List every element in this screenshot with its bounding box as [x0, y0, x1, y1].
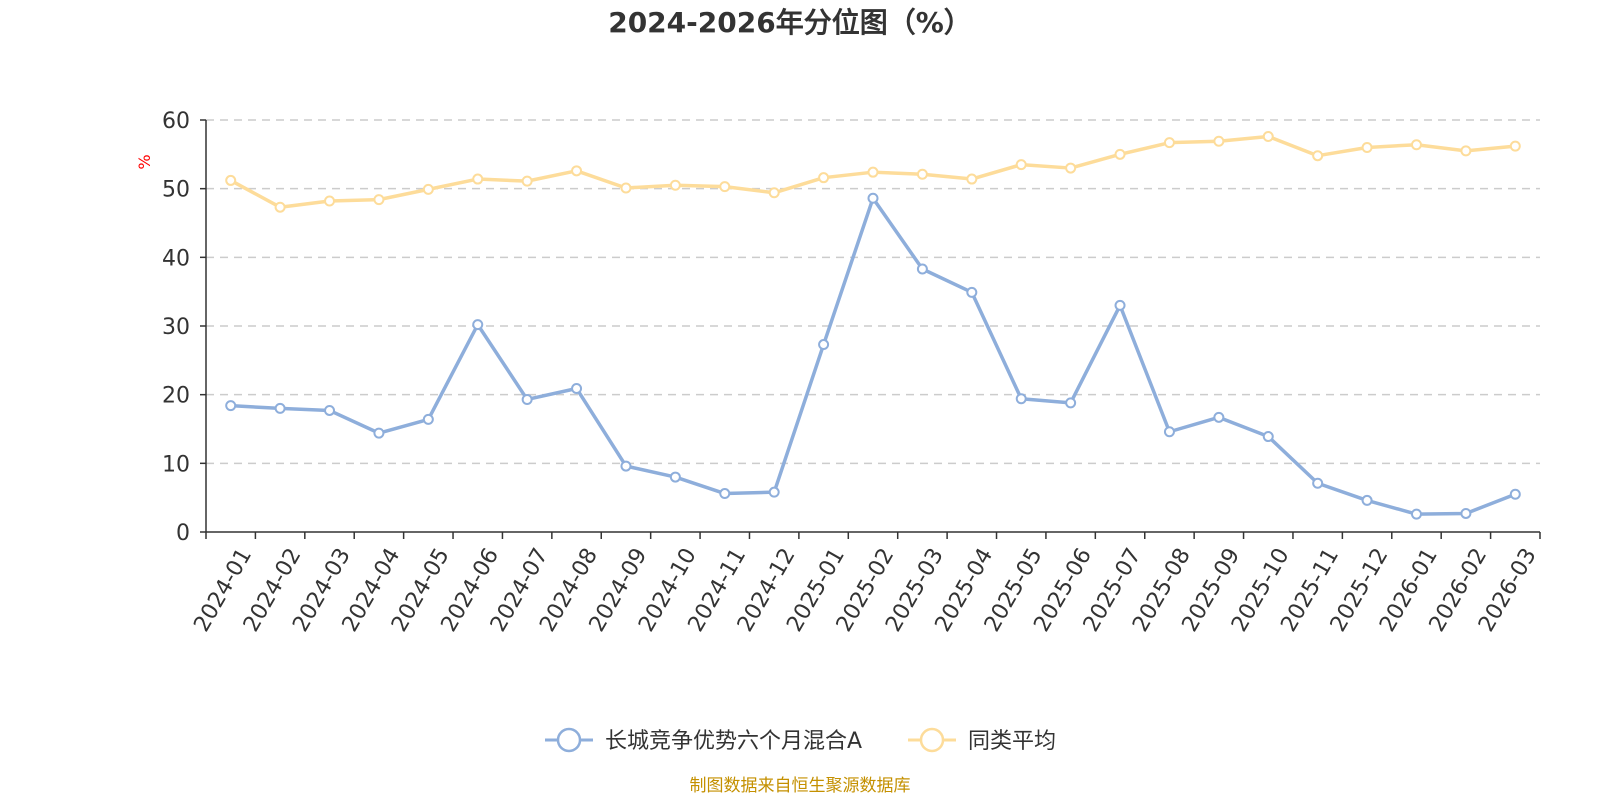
data-point[interactable]: [768, 486, 780, 498]
data-point[interactable]: [916, 168, 928, 180]
data-point[interactable]: [867, 192, 879, 204]
data-point[interactable]: [768, 187, 780, 199]
data-point[interactable]: [373, 427, 385, 439]
data-point[interactable]: [521, 175, 533, 187]
data-point[interactable]: [422, 183, 434, 195]
legend-label: 同类平均: [968, 729, 1056, 754]
data-point[interactable]: [1312, 150, 1324, 162]
data-point[interactable]: [1410, 139, 1422, 151]
data-point[interactable]: [274, 402, 286, 414]
series-1: [225, 192, 1521, 520]
data-point[interactable]: [521, 393, 533, 405]
data-point[interactable]: [1410, 508, 1422, 520]
data-point[interactable]: [324, 195, 336, 207]
x-axis: 2024-012024-022024-032024-042024-052024-…: [189, 531, 1542, 636]
data-point[interactable]: [818, 339, 830, 351]
data-point[interactable]: [373, 194, 385, 206]
y-tick-label: 10: [162, 452, 190, 477]
data-point[interactable]: [324, 404, 336, 416]
legend-item-1[interactable]: 长城竞争优势六个月混合A: [545, 727, 862, 754]
chart-title: 2024-2026年分位图（%）: [608, 6, 972, 39]
data-point[interactable]: [1163, 137, 1175, 149]
data-point[interactable]: [571, 165, 583, 177]
data-point[interactable]: [620, 460, 632, 472]
y-axis-ticks: 0 10 20 30 40 50 60: [162, 109, 207, 546]
data-point[interactable]: [225, 400, 237, 412]
data-point[interactable]: [1262, 130, 1274, 142]
data-point[interactable]: [1015, 393, 1027, 405]
data-point[interactable]: [1509, 488, 1521, 500]
data-point[interactable]: [571, 382, 583, 394]
series-layer: [225, 130, 1521, 520]
data-point[interactable]: [1065, 162, 1077, 174]
data-point[interactable]: [274, 201, 286, 213]
y-tick-label: 30: [162, 315, 190, 340]
data-point[interactable]: [472, 319, 484, 331]
data-point[interactable]: [1065, 397, 1077, 409]
data-point[interactable]: [818, 172, 830, 184]
data-point[interactable]: [1460, 145, 1472, 157]
data-point[interactable]: [669, 471, 681, 483]
data-point[interactable]: [1213, 135, 1225, 147]
data-point[interactable]: [867, 166, 879, 178]
legend-marker: [556, 727, 582, 753]
data-point[interactable]: [1213, 411, 1225, 423]
data-point[interactable]: [1114, 148, 1126, 160]
data-point[interactable]: [1312, 477, 1324, 489]
y-tick-label: 0: [176, 521, 190, 546]
data-point[interactable]: [422, 413, 434, 425]
data-point[interactable]: [1262, 431, 1274, 443]
data-point[interactable]: [1361, 141, 1373, 153]
y-tick-label: 60: [162, 109, 190, 134]
series-line: [230, 196, 1516, 516]
legend-marker: [919, 727, 945, 753]
data-point[interactable]: [1163, 426, 1175, 438]
y-tick-label: 20: [162, 384, 190, 409]
data-point[interactable]: [916, 263, 928, 275]
data-point[interactable]: [1015, 159, 1027, 171]
data-point[interactable]: [1114, 299, 1126, 311]
y-tick-label: 40: [162, 246, 190, 271]
y-tick-label: 50: [162, 178, 190, 203]
data-point[interactable]: [620, 182, 632, 194]
data-point[interactable]: [1361, 494, 1373, 506]
data-point[interactable]: [966, 173, 978, 185]
y-axis-label: %: [135, 154, 154, 169]
data-point[interactable]: [669, 179, 681, 191]
legend-item-2[interactable]: 同类平均: [908, 727, 1056, 754]
data-point[interactable]: [225, 174, 237, 186]
data-point[interactable]: [966, 286, 978, 298]
data-point[interactable]: [472, 173, 484, 185]
data-point[interactable]: [1460, 507, 1472, 519]
data-point[interactable]: [1509, 140, 1521, 152]
series-2: [225, 130, 1521, 213]
data-point[interactable]: [719, 181, 731, 193]
data-point[interactable]: [719, 488, 731, 500]
legend[interactable]: 长城竞争优势六个月混合A 同类平均: [545, 727, 1056, 754]
legend-label: 长城竞争优势六个月混合A: [605, 729, 862, 754]
source-note: 制图数据来自恒生聚源数据库: [690, 776, 911, 796]
grid-lines: [206, 119, 1540, 465]
